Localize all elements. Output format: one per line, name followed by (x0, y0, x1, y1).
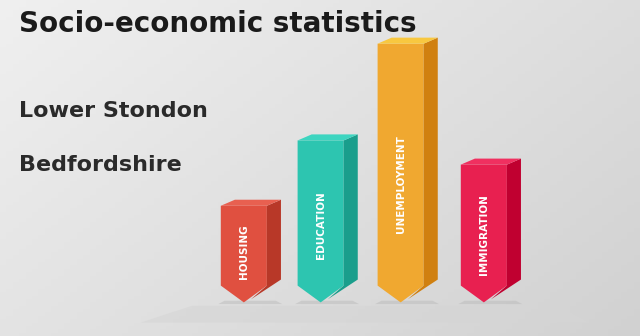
Text: HOUSING: HOUSING (239, 225, 249, 279)
Polygon shape (378, 44, 424, 302)
Polygon shape (221, 200, 281, 206)
Polygon shape (298, 140, 344, 302)
Polygon shape (221, 206, 267, 302)
Text: Bedfordshire: Bedfordshire (19, 155, 182, 175)
Polygon shape (458, 301, 522, 304)
Text: UNEMPLOYMENT: UNEMPLOYMENT (396, 135, 406, 233)
Polygon shape (461, 159, 521, 165)
Polygon shape (328, 134, 358, 299)
Text: Lower Stondon: Lower Stondon (19, 101, 208, 121)
Polygon shape (461, 165, 507, 302)
Polygon shape (141, 306, 589, 323)
Polygon shape (251, 200, 281, 299)
Text: Socio-economic statistics: Socio-economic statistics (19, 10, 417, 38)
Polygon shape (298, 134, 358, 140)
Polygon shape (295, 301, 359, 304)
Text: IMMIGRATION: IMMIGRATION (479, 194, 489, 275)
Polygon shape (378, 38, 438, 44)
Polygon shape (408, 38, 438, 299)
Polygon shape (218, 301, 282, 304)
Text: EDUCATION: EDUCATION (316, 191, 326, 258)
Polygon shape (491, 159, 521, 299)
Polygon shape (375, 301, 439, 304)
